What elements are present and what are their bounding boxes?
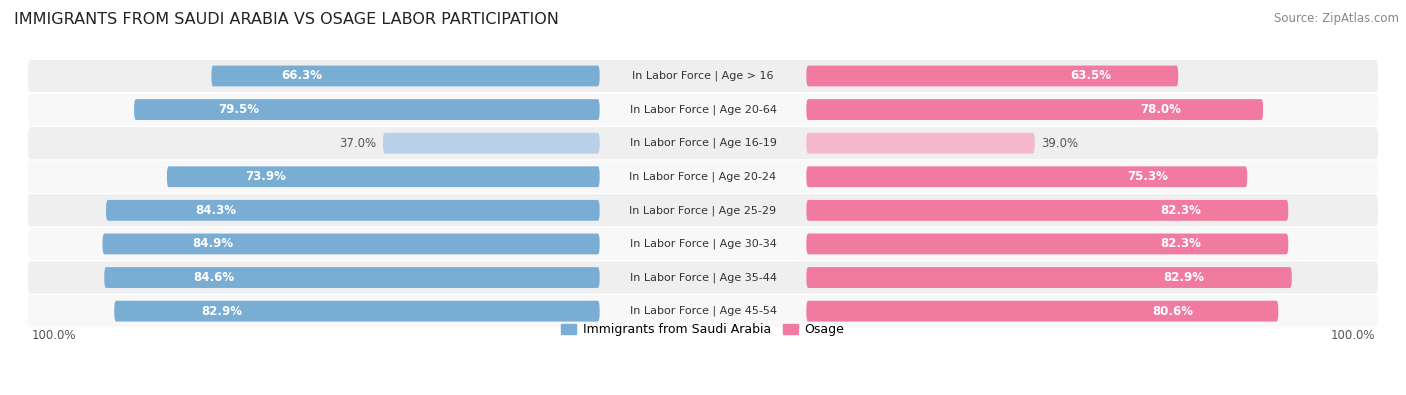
Text: 100.0%: 100.0%: [1330, 329, 1375, 342]
FancyBboxPatch shape: [167, 166, 599, 187]
FancyBboxPatch shape: [807, 200, 1288, 221]
FancyBboxPatch shape: [28, 228, 1378, 260]
Text: 66.3%: 66.3%: [281, 70, 322, 83]
FancyBboxPatch shape: [807, 233, 1288, 254]
Text: 82.3%: 82.3%: [1161, 204, 1202, 217]
FancyBboxPatch shape: [103, 233, 599, 254]
Text: 63.5%: 63.5%: [1070, 70, 1111, 83]
FancyBboxPatch shape: [807, 99, 1263, 120]
Text: 80.6%: 80.6%: [1153, 305, 1194, 318]
Text: 75.3%: 75.3%: [1128, 170, 1168, 183]
FancyBboxPatch shape: [807, 301, 1278, 322]
Text: 82.3%: 82.3%: [1161, 237, 1202, 250]
Text: 37.0%: 37.0%: [339, 137, 375, 150]
FancyBboxPatch shape: [105, 200, 599, 221]
Text: 100.0%: 100.0%: [31, 329, 76, 342]
FancyBboxPatch shape: [807, 66, 1178, 87]
Text: In Labor Force | Age 35-44: In Labor Force | Age 35-44: [630, 272, 776, 283]
Text: In Labor Force | Age 30-34: In Labor Force | Age 30-34: [630, 239, 776, 249]
Text: 78.0%: 78.0%: [1140, 103, 1181, 116]
Text: In Labor Force | Age 45-54: In Labor Force | Age 45-54: [630, 306, 776, 316]
Text: In Labor Force | Age 20-64: In Labor Force | Age 20-64: [630, 104, 776, 115]
FancyBboxPatch shape: [382, 133, 599, 154]
FancyBboxPatch shape: [807, 133, 1035, 154]
FancyBboxPatch shape: [28, 194, 1378, 226]
FancyBboxPatch shape: [807, 166, 1247, 187]
FancyBboxPatch shape: [211, 66, 599, 87]
Text: 84.9%: 84.9%: [193, 237, 233, 250]
FancyBboxPatch shape: [28, 161, 1378, 193]
Text: 84.6%: 84.6%: [194, 271, 235, 284]
Text: 79.5%: 79.5%: [218, 103, 259, 116]
FancyBboxPatch shape: [134, 99, 599, 120]
Text: In Labor Force | Age 20-24: In Labor Force | Age 20-24: [630, 171, 776, 182]
Text: Source: ZipAtlas.com: Source: ZipAtlas.com: [1274, 12, 1399, 25]
FancyBboxPatch shape: [28, 295, 1378, 327]
Text: 82.9%: 82.9%: [1163, 271, 1205, 284]
FancyBboxPatch shape: [104, 267, 599, 288]
FancyBboxPatch shape: [28, 127, 1378, 159]
FancyBboxPatch shape: [28, 261, 1378, 293]
Text: 39.0%: 39.0%: [1042, 137, 1078, 150]
Text: IMMIGRANTS FROM SAUDI ARABIA VS OSAGE LABOR PARTICIPATION: IMMIGRANTS FROM SAUDI ARABIA VS OSAGE LA…: [14, 12, 560, 27]
Text: In Labor Force | Age > 16: In Labor Force | Age > 16: [633, 71, 773, 81]
Text: 84.3%: 84.3%: [195, 204, 236, 217]
FancyBboxPatch shape: [28, 94, 1378, 126]
FancyBboxPatch shape: [114, 301, 599, 322]
Text: In Labor Force | Age 25-29: In Labor Force | Age 25-29: [630, 205, 776, 216]
FancyBboxPatch shape: [28, 60, 1378, 92]
Text: 82.9%: 82.9%: [201, 305, 243, 318]
Text: In Labor Force | Age 16-19: In Labor Force | Age 16-19: [630, 138, 776, 149]
FancyBboxPatch shape: [807, 267, 1292, 288]
Text: 73.9%: 73.9%: [245, 170, 285, 183]
Legend: Immigrants from Saudi Arabia, Osage: Immigrants from Saudi Arabia, Osage: [561, 324, 845, 337]
